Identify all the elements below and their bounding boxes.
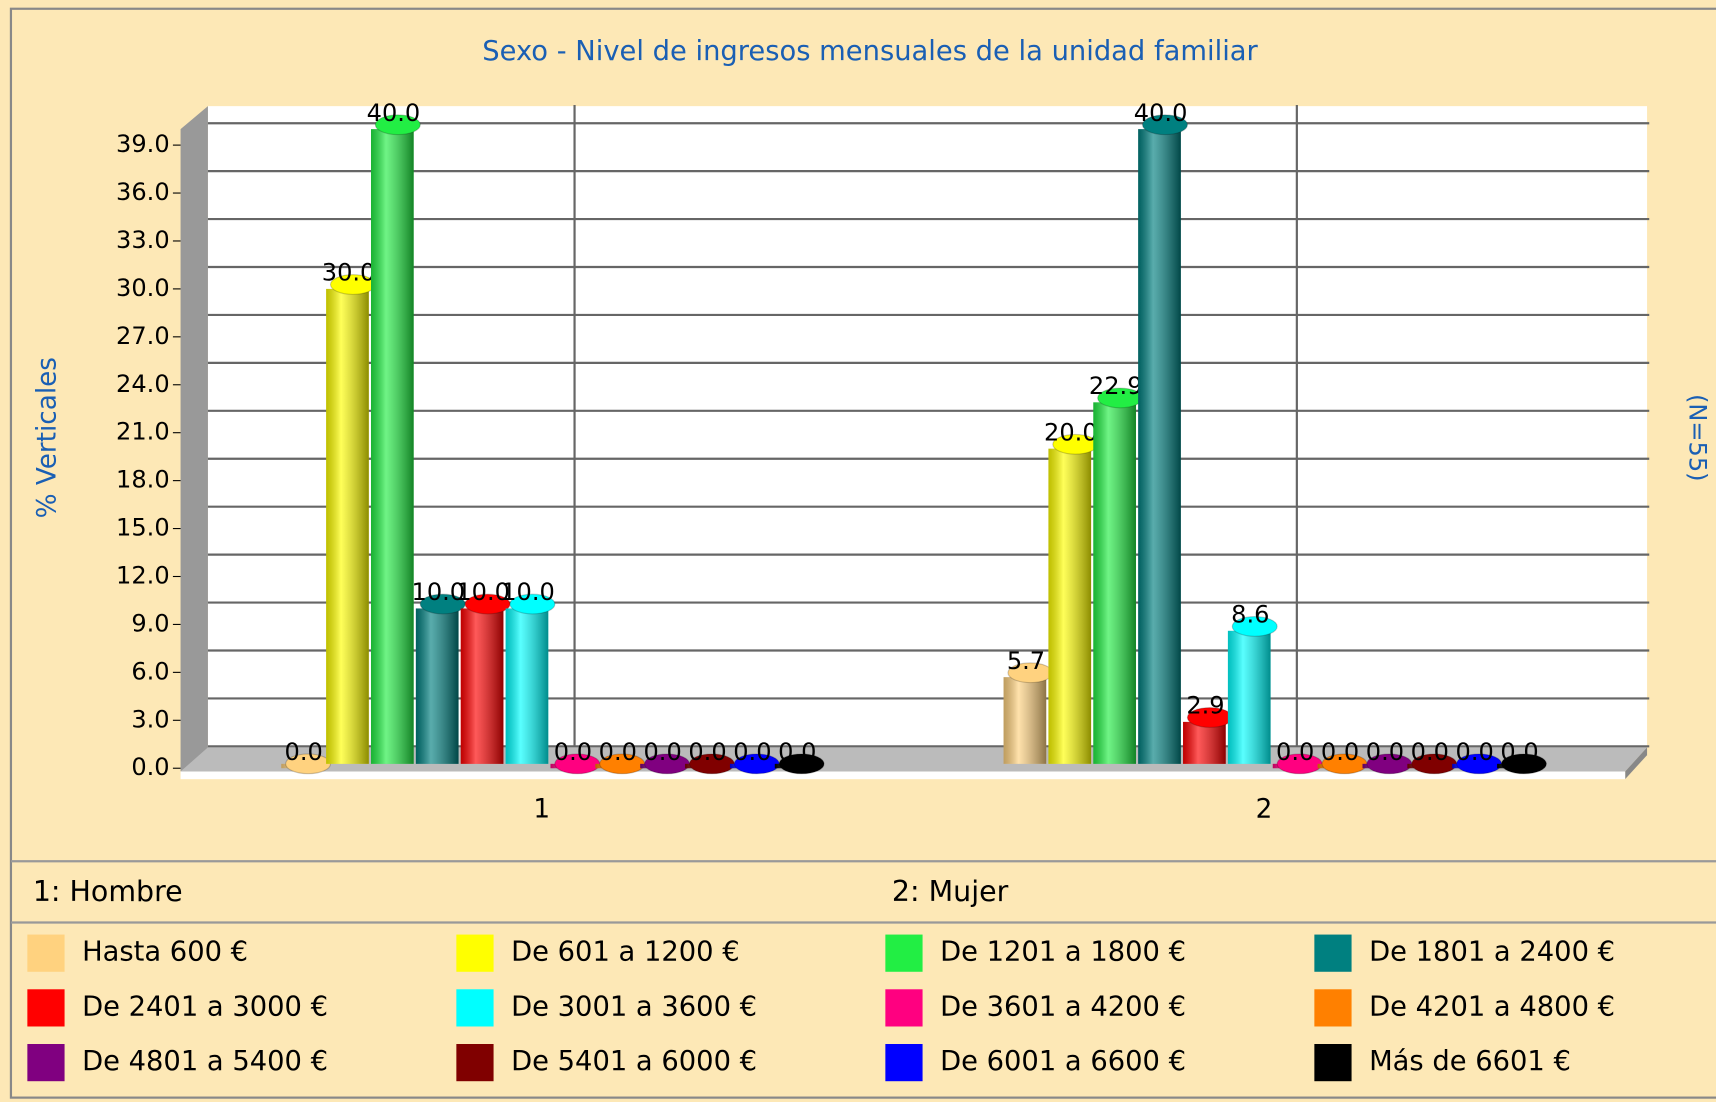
bar-shade bbox=[1003, 677, 1047, 764]
legend-swatch bbox=[456, 1044, 494, 1082]
legend-label: De 3001 a 3600 € bbox=[511, 991, 757, 1022]
value-label: 10.0 bbox=[501, 578, 555, 606]
bar-top bbox=[1500, 753, 1547, 775]
legend-label: De 2401 a 3000 € bbox=[82, 991, 328, 1022]
value-label: 0.0 bbox=[554, 738, 592, 766]
y-tick-label: 18.0 bbox=[116, 466, 170, 494]
y-tick-label: 6.0 bbox=[131, 657, 169, 685]
legend-swatch bbox=[456, 934, 494, 972]
bar-shade bbox=[326, 288, 369, 764]
legend-swatch bbox=[1314, 989, 1352, 1027]
legend-swatch bbox=[456, 989, 494, 1027]
y-tick-label: 3.0 bbox=[131, 705, 169, 733]
value-label: 0.0 bbox=[1276, 738, 1314, 766]
value-label: 0.0 bbox=[688, 738, 726, 766]
bar-shade bbox=[1138, 129, 1181, 764]
value-label: 40.0 bbox=[367, 99, 421, 127]
bar-top bbox=[374, 114, 421, 136]
y-axis-label: % Verticales bbox=[33, 357, 63, 518]
bar-top bbox=[509, 593, 556, 615]
legend-label: Más de 6601 € bbox=[1369, 1046, 1571, 1077]
value-label: 0.0 bbox=[1321, 738, 1359, 766]
legend-swatch bbox=[885, 989, 923, 1027]
chart-title: Sexo - Nivel de ingresos mensuales de la… bbox=[482, 36, 1258, 67]
legend-swatch bbox=[1314, 934, 1352, 972]
bar-shade bbox=[460, 608, 504, 764]
value-label: 0.0 bbox=[599, 738, 637, 766]
bar-shade bbox=[505, 608, 549, 764]
legend-swatch bbox=[1314, 1044, 1352, 1082]
left-wall bbox=[180, 106, 208, 772]
legend-label: De 5401 a 6000 € bbox=[511, 1046, 757, 1077]
y-tick-label: 36.0 bbox=[116, 178, 170, 206]
bar-top bbox=[1141, 114, 1188, 136]
legend-label: De 601 a 1200 € bbox=[511, 937, 740, 968]
bar-shade bbox=[1048, 448, 1092, 764]
y-tick-label: 27.0 bbox=[116, 322, 170, 350]
value-label: 0.0 bbox=[1456, 738, 1494, 766]
legend-label: De 4801 a 5400 € bbox=[82, 1046, 328, 1077]
y-tick-label: 33.0 bbox=[116, 226, 170, 254]
y-tick-label: 21.0 bbox=[116, 418, 170, 446]
legend-label: Hasta 600 € bbox=[82, 937, 248, 968]
category-legend: 2: Mujer bbox=[892, 875, 1009, 908]
bar-shade bbox=[415, 608, 459, 764]
legend-swatch bbox=[27, 989, 65, 1027]
y-tick-label: 39.0 bbox=[116, 130, 170, 158]
legend-label: De 3601 a 4200 € bbox=[940, 991, 1186, 1022]
y-tick-label: 15.0 bbox=[116, 514, 170, 542]
bar-shade bbox=[1227, 630, 1271, 764]
bar-shade bbox=[370, 129, 414, 764]
value-label: 0.0 bbox=[733, 738, 771, 766]
value-label: 20.0 bbox=[1044, 418, 1098, 446]
floor-edge bbox=[1625, 747, 1648, 780]
floor-front bbox=[180, 771, 1626, 780]
x-tick-label: 2 bbox=[1256, 794, 1273, 824]
value-label: 0.0 bbox=[644, 738, 682, 766]
y-tick-label: 24.0 bbox=[116, 370, 170, 398]
bar-top bbox=[1231, 616, 1278, 637]
y-tick-label: 12.0 bbox=[116, 561, 170, 589]
bar-top bbox=[778, 753, 825, 775]
legend-swatch bbox=[27, 1044, 65, 1082]
legend-label: De 1201 a 1800 € bbox=[940, 937, 1186, 968]
value-label: 8.6 bbox=[1231, 601, 1269, 629]
value-label: 0.0 bbox=[778, 738, 816, 766]
x-tick-label: 1 bbox=[533, 794, 550, 824]
legend-swatch bbox=[885, 934, 923, 972]
legend-swatch bbox=[885, 1044, 923, 1082]
value-label: 2.9 bbox=[1186, 692, 1224, 720]
category-legend: 1: Hombre bbox=[33, 875, 183, 908]
y-tick-label: 0.0 bbox=[131, 753, 169, 781]
value-label: 10.0 bbox=[412, 578, 466, 606]
value-label: 0.0 bbox=[285, 738, 323, 766]
legend-label: De 6001 a 6600 € bbox=[940, 1046, 1186, 1077]
value-label: 10.0 bbox=[456, 578, 510, 606]
value-label: 0.0 bbox=[1366, 738, 1404, 766]
y-tick-label: 30.0 bbox=[116, 274, 170, 302]
value-label: 22.9 bbox=[1089, 372, 1143, 400]
legend-swatch bbox=[27, 934, 65, 972]
bar-shade bbox=[1183, 721, 1226, 764]
value-label: 30.0 bbox=[322, 259, 376, 287]
value-label: 0.0 bbox=[1500, 738, 1538, 766]
value-label: 5.7 bbox=[1007, 647, 1045, 675]
legend-label: De 1801 a 2400 € bbox=[1369, 937, 1615, 968]
bar-shade bbox=[1093, 402, 1136, 764]
right-label: (N=55) bbox=[1683, 394, 1711, 482]
value-label: 40.0 bbox=[1134, 99, 1188, 127]
legend-label: De 4201 a 4800 € bbox=[1369, 991, 1615, 1022]
value-label: 0.0 bbox=[1411, 738, 1449, 766]
y-tick-label: 9.0 bbox=[131, 609, 169, 637]
